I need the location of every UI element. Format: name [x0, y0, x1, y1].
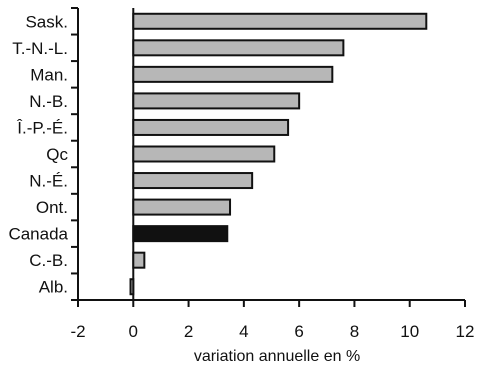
x-tick-label: 0 [129, 322, 138, 341]
bar-qc [132, 145, 276, 163]
bar-p [132, 118, 290, 136]
category-label: Î.-P.-É. [16, 118, 68, 137]
bar-n [132, 172, 254, 190]
x-axis-title: variation annuelle en % [194, 348, 360, 365]
bar-c-b [132, 251, 146, 269]
category-label: Qc [46, 145, 68, 164]
category-label: Man. [30, 65, 68, 84]
plot-area: -2 0 2 4 6 8 10 12 Sask. T.-N.-L. Man. N.-B. Î.-P.-É… [8, 7, 475, 341]
bar-sask [132, 12, 428, 30]
x-tick-label: 4 [239, 322, 248, 341]
x-tick-label: 8 [350, 322, 359, 341]
bar-alb [129, 278, 135, 296]
category-label: Alb. [39, 278, 68, 297]
category-label: N.-É. [29, 172, 68, 191]
category-label: C.-B. [29, 251, 68, 270]
bar-man [132, 65, 334, 83]
category-label: Ont. [36, 198, 68, 217]
bar-t-n-l [132, 39, 345, 57]
x-tick-label: 10 [400, 322, 419, 341]
x-tick-label: 12 [456, 322, 475, 341]
x-tick-label: 6 [294, 322, 303, 341]
bar-n-b [132, 92, 301, 110]
bar-ont [132, 198, 232, 216]
category-label: Canada [8, 225, 68, 244]
bar-canada [132, 225, 229, 243]
category-label: T.-N.-L. [12, 39, 68, 58]
category-label: N.-B. [29, 92, 68, 111]
category-label: Sask. [25, 12, 68, 31]
x-tick-label: 2 [184, 322, 193, 341]
x-tick-label: -2 [70, 322, 85, 341]
